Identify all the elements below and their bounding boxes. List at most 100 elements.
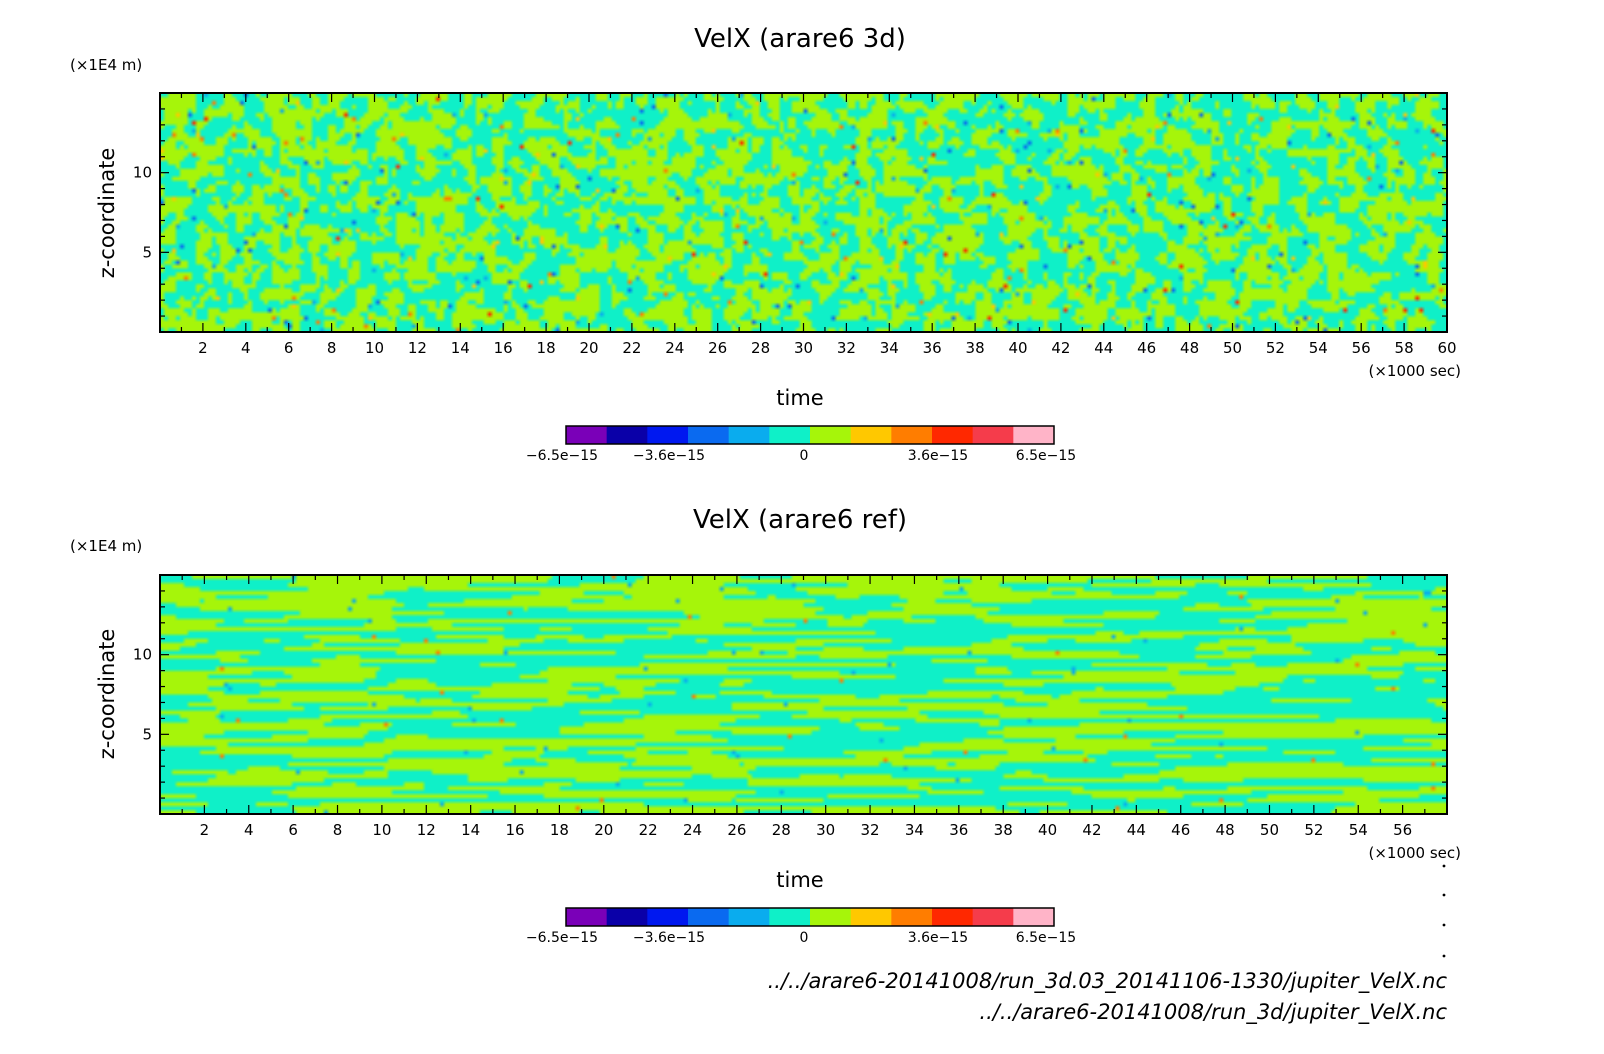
colorbar-label: −3.6e−15 bbox=[633, 448, 705, 464]
colorbar-label: 0 bbox=[800, 448, 809, 464]
x-tick-label: 40 bbox=[1038, 821, 1057, 839]
x-tick-label: 40 bbox=[1008, 339, 1027, 357]
x-tick-label: 32 bbox=[837, 339, 856, 357]
x-tick-label: 6 bbox=[284, 339, 294, 357]
y-tick-label: 10 bbox=[133, 646, 152, 664]
colorbar-swatch bbox=[688, 908, 730, 926]
x-tick-label: 42 bbox=[1051, 339, 1070, 357]
x-tick-label: 30 bbox=[816, 821, 835, 839]
colorbar-swatch bbox=[932, 426, 974, 444]
colorbar-swatch bbox=[769, 908, 811, 926]
x-tick-label: 2 bbox=[200, 821, 210, 839]
x-tick-label: 52 bbox=[1266, 339, 1285, 357]
colorbar bbox=[565, 907, 1055, 927]
chart-title: VelX (arare6 ref) bbox=[693, 505, 907, 535]
colorbar bbox=[565, 425, 1055, 445]
colorbar-label: 6.5e−15 bbox=[1016, 930, 1076, 946]
colorbar-frame bbox=[565, 907, 1055, 927]
x-tick-label: 30 bbox=[794, 339, 813, 357]
colorbar-swatch bbox=[606, 426, 648, 444]
x-tick-label: 10 bbox=[365, 339, 384, 357]
x-tick-label: 12 bbox=[408, 339, 427, 357]
x-axis-label: time bbox=[776, 868, 823, 892]
y-tick-label: 5 bbox=[142, 243, 152, 261]
x-tick-label: 22 bbox=[622, 339, 641, 357]
x-tick-label: 50 bbox=[1260, 821, 1279, 839]
panel-bottom: VelX (arare6 ref) (×1E4 m) z-coordinate … bbox=[70, 505, 1461, 946]
x-unit-label: (×1000 sec) bbox=[1368, 844, 1461, 862]
colorbar-frame bbox=[565, 425, 1055, 445]
marker-dot bbox=[1442, 954, 1446, 958]
x-tick-label: 2 bbox=[198, 339, 208, 357]
x-tick-label: 32 bbox=[861, 821, 880, 839]
x-unit-label: (×1000 sec) bbox=[1368, 362, 1461, 380]
x-tick-label: 34 bbox=[880, 339, 899, 357]
x-tick-label: 18 bbox=[550, 821, 569, 839]
colorbar-label: 6.5e−15 bbox=[1016, 448, 1076, 464]
colorbar-swatch bbox=[850, 426, 892, 444]
x-tick-label: 28 bbox=[772, 821, 791, 839]
x-tick-label: 4 bbox=[244, 821, 254, 839]
panel-top: VelX (arare6 3d) (×1E4 m) z-coordinate 2… bbox=[70, 24, 1461, 464]
colorbar-swatch bbox=[566, 908, 608, 926]
colorbar-swatch bbox=[810, 908, 852, 926]
y-unit-label: (×1E4 m) bbox=[70, 537, 142, 555]
heatmap-image bbox=[160, 575, 1447, 814]
x-tick-label: 22 bbox=[639, 821, 658, 839]
x-tick-label: 14 bbox=[451, 339, 470, 357]
x-tick-label: 52 bbox=[1304, 821, 1323, 839]
x-tick-label: 18 bbox=[537, 339, 556, 357]
x-tick-label: 48 bbox=[1180, 339, 1199, 357]
x-tick-label: 54 bbox=[1349, 821, 1368, 839]
x-tick-label: 56 bbox=[1393, 821, 1412, 839]
colorbar-label: 3.6e−15 bbox=[908, 930, 968, 946]
x-tick-label: 38 bbox=[966, 339, 985, 357]
x-tick-label: 36 bbox=[923, 339, 942, 357]
heatmap-image bbox=[160, 93, 1447, 332]
x-tick-label: 12 bbox=[417, 821, 436, 839]
x-tick-label: 24 bbox=[683, 821, 702, 839]
x-tick-label: 58 bbox=[1395, 339, 1414, 357]
x-tick-label: 46 bbox=[1137, 339, 1156, 357]
y-tick-label: 5 bbox=[142, 725, 152, 743]
colorbar-swatch bbox=[1013, 426, 1055, 444]
colorbar-swatch bbox=[891, 908, 933, 926]
colorbar-swatch bbox=[728, 426, 770, 444]
y-axis-label: z-coordinate bbox=[95, 629, 119, 760]
colorbar-label: −6.5e−15 bbox=[526, 930, 598, 946]
x-tick-label: 4 bbox=[241, 339, 251, 357]
colorbar-swatch bbox=[566, 426, 608, 444]
colorbar-swatch bbox=[647, 908, 689, 926]
chart-title: VelX (arare6 3d) bbox=[694, 24, 906, 54]
x-tick-label: 6 bbox=[288, 821, 298, 839]
marker-dot bbox=[1442, 923, 1446, 927]
x-tick-label: 10 bbox=[372, 821, 391, 839]
colorbar-swatch bbox=[932, 908, 974, 926]
x-tick-label: 50 bbox=[1223, 339, 1242, 357]
colorbar-swatch bbox=[850, 908, 892, 926]
x-tick-label: 8 bbox=[327, 339, 337, 357]
colorbar-swatch bbox=[606, 908, 648, 926]
file-path-line-1: ../../arare6-20141008/run_3d.03_20141106… bbox=[768, 969, 1448, 994]
x-tick-label: 56 bbox=[1352, 339, 1371, 357]
colorbar-swatch bbox=[769, 426, 811, 444]
x-tick-label: 44 bbox=[1094, 339, 1113, 357]
x-tick-label: 26 bbox=[708, 339, 727, 357]
x-tick-label: 42 bbox=[1082, 821, 1101, 839]
colorbar-swatch bbox=[688, 426, 730, 444]
x-tick-label: 20 bbox=[579, 339, 598, 357]
marker-dot bbox=[1442, 864, 1446, 868]
x-tick-label: 16 bbox=[494, 339, 513, 357]
colorbar-swatch bbox=[1013, 908, 1055, 926]
x-tick-label: 38 bbox=[994, 821, 1013, 839]
colorbar-swatch bbox=[972, 908, 1014, 926]
x-tick-label: 36 bbox=[949, 821, 968, 839]
x-tick-label: 26 bbox=[727, 821, 746, 839]
x-tick-label: 24 bbox=[665, 339, 684, 357]
x-tick-label: 48 bbox=[1216, 821, 1235, 839]
x-tick-label: 44 bbox=[1127, 821, 1146, 839]
x-axis-label: time bbox=[776, 386, 823, 410]
x-tick-label: 14 bbox=[461, 821, 480, 839]
colorbar-swatch bbox=[972, 426, 1014, 444]
